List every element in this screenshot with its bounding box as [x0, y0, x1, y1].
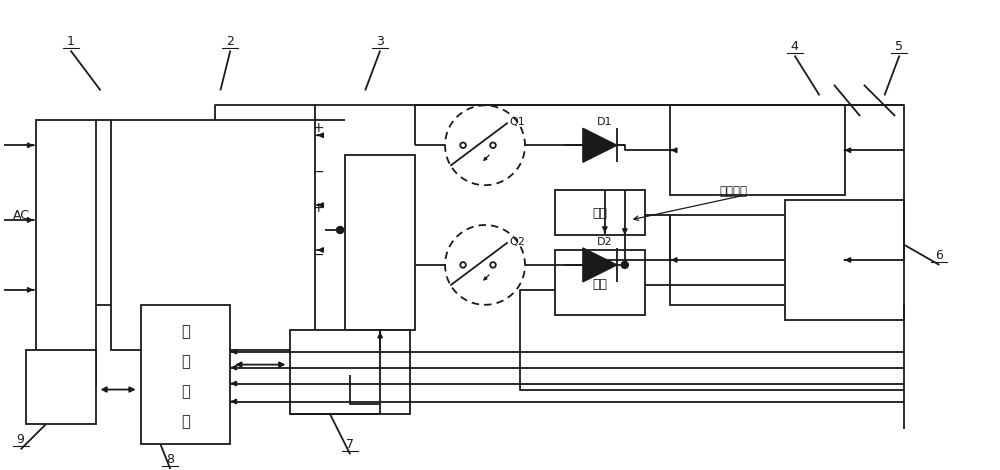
- Text: Q2: Q2: [509, 237, 525, 247]
- Bar: [290, 330, 410, 415]
- Bar: [670, 215, 845, 305]
- Circle shape: [337, 227, 344, 234]
- Circle shape: [460, 142, 466, 148]
- Text: +: +: [312, 121, 324, 135]
- Bar: [26, 350, 96, 424]
- Text: 8: 8: [166, 453, 174, 466]
- Text: −: −: [312, 165, 324, 179]
- Text: 7: 7: [346, 439, 354, 451]
- Bar: [345, 155, 415, 330]
- Bar: [111, 120, 315, 350]
- Text: +: +: [312, 201, 324, 215]
- Circle shape: [621, 261, 628, 268]
- Circle shape: [490, 262, 496, 268]
- Text: 接: 接: [181, 354, 190, 369]
- Text: 通: 通: [181, 324, 190, 339]
- Text: 9: 9: [17, 433, 25, 446]
- Bar: [555, 190, 645, 235]
- Circle shape: [490, 142, 496, 148]
- Polygon shape: [583, 128, 617, 162]
- Text: 工件: 工件: [592, 278, 607, 291]
- Text: 信: 信: [181, 384, 190, 399]
- Bar: [555, 250, 645, 315]
- Text: 电极: 电极: [592, 207, 607, 219]
- Bar: [670, 105, 845, 195]
- Text: 口: 口: [181, 414, 190, 429]
- Text: 6: 6: [935, 249, 943, 262]
- Polygon shape: [583, 248, 617, 282]
- Text: 放电间隙: 放电间隙: [720, 185, 748, 198]
- Bar: [140, 305, 230, 444]
- Text: 5: 5: [895, 39, 903, 53]
- Text: 1: 1: [67, 35, 75, 47]
- Text: −: −: [312, 248, 324, 262]
- Text: 2: 2: [226, 35, 234, 47]
- Text: 3: 3: [376, 35, 384, 47]
- Bar: [785, 200, 904, 320]
- Text: D1: D1: [597, 118, 613, 127]
- Text: AC: AC: [13, 209, 30, 221]
- Text: 4: 4: [791, 39, 799, 53]
- Text: Q1: Q1: [509, 118, 525, 127]
- Circle shape: [460, 262, 466, 268]
- Text: D2: D2: [597, 237, 613, 247]
- Bar: [36, 120, 96, 384]
